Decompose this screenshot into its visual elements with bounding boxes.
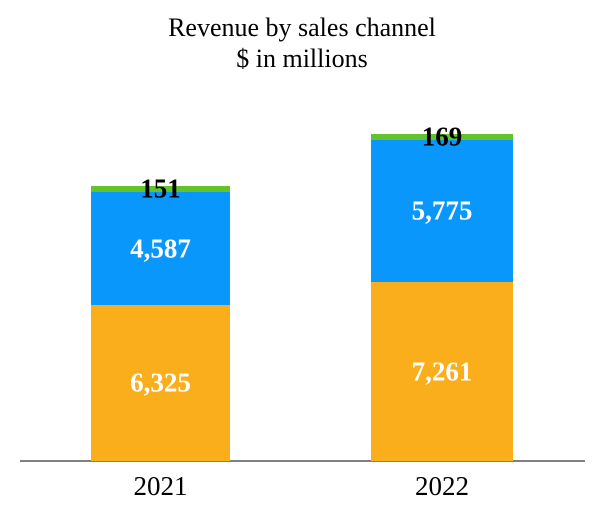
bar-segment-2022-1 <box>371 282 513 461</box>
bar-segment-2021-3 <box>91 186 230 193</box>
x-axis-line <box>20 460 585 462</box>
bar-value-label-2021-1: 6,325 <box>130 367 191 398</box>
bar-value-label-2022-3: 169 <box>421 121 463 152</box>
chart-title-line1: Revenue by sales channel <box>168 13 436 42</box>
chart-title-line2: $ in millions <box>236 44 368 73</box>
bar-segment-2022-2 <box>371 140 513 283</box>
x-axis-label-2021: 2021 <box>133 471 188 501</box>
bar-segment-2022-3 <box>371 134 513 141</box>
chart-title: Revenue by sales channel $ in millions <box>0 12 604 74</box>
bar-segment-2021-1 <box>91 305 230 461</box>
bar-value-label-2022-2: 5,775 <box>411 195 473 226</box>
bar-value-label-2022-1: 7,261 <box>411 356 473 387</box>
bar-segment-2021-2 <box>91 192 230 306</box>
bar-value-label-2021-2: 4,587 <box>130 233 191 264</box>
bar-value-label-2021-3: 151 <box>140 173 181 204</box>
x-axis-label-2022: 2022 <box>415 471 469 501</box>
